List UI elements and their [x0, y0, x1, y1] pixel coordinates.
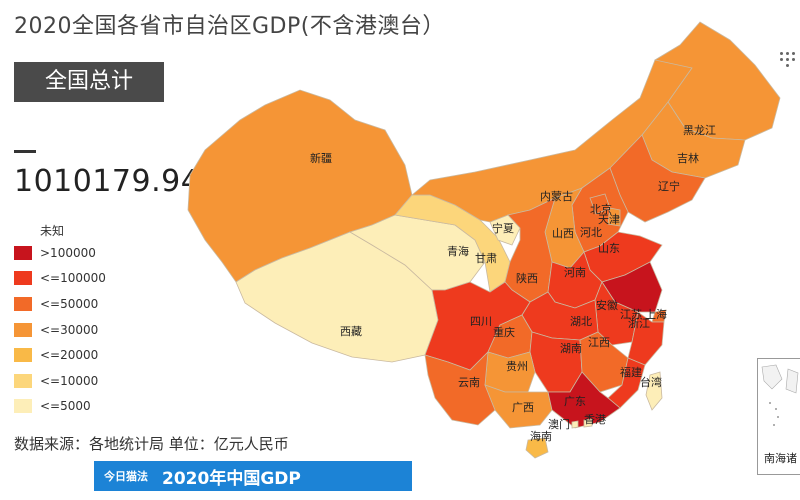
province-hongkong[interactable] — [583, 418, 593, 428]
label-ningxia: 宁夏 — [492, 221, 514, 235]
legend-label: <=30000 — [40, 322, 99, 337]
legend-swatch — [14, 373, 32, 388]
label-xizang: 西藏 — [340, 325, 362, 338]
label-hebei: 河北 — [580, 226, 602, 239]
label-shaanxi: 陕西 — [516, 271, 538, 285]
legend-title: 未知 — [40, 224, 65, 238]
legend-label: <=50000 — [40, 296, 99, 311]
label-guangdong: 广东 — [564, 395, 586, 408]
legend-item: >100000 — [14, 240, 106, 266]
label-guangxi: 广西 — [512, 401, 534, 414]
banner-text: 2020年中国GDP — [162, 468, 301, 489]
legend-label: <=10000 — [40, 373, 99, 388]
legend-swatch — [14, 245, 32, 260]
label-guizhou: 贵州 — [506, 360, 528, 373]
province-guangdong[interactable] — [547, 371, 621, 429]
data-source: 数据来源：各地统计局 单位：亿元人民币 — [14, 435, 289, 453]
label-shandong: 山东 — [598, 242, 620, 255]
label-taiwan: 台湾 — [640, 375, 662, 389]
label-anhui: 安徽 — [596, 298, 618, 312]
inset-map-icon — [761, 364, 799, 426]
total-label: 全国总计 — [14, 62, 164, 102]
province-taiwan[interactable] — [645, 371, 663, 411]
label-sichuan: 四川 — [470, 315, 492, 328]
label-henan: 河南 — [564, 266, 586, 279]
label-yunnan: 云南 — [458, 376, 480, 389]
label-liaoning: 辽宁 — [658, 179, 680, 193]
label-jiangsu: 江苏 — [620, 308, 642, 321]
legend-swatch — [14, 271, 32, 286]
label-macau: 澳门 — [548, 417, 570, 431]
province-hainan[interactable] — [525, 437, 549, 459]
legend-item: <=50000 — [14, 291, 106, 317]
south-china-sea-inset: 南海诸 — [757, 358, 800, 475]
decorative-dots — [778, 50, 800, 70]
label-beijing: 北京 — [590, 202, 612, 216]
label-jiangxi: 江西 — [588, 336, 610, 349]
label-hunan: 湖南 — [560, 342, 582, 355]
dash-marker — [14, 150, 36, 153]
legend-item: <=5000 — [14, 394, 106, 420]
page-title: 2020全国各省市自治区GDP(不含港澳台） — [14, 14, 445, 39]
legend-swatch — [14, 296, 32, 311]
legend-label: >100000 — [40, 245, 96, 260]
legend-swatch — [14, 348, 32, 363]
bottom-banner: 今日猫法 2020年中国GDP — [94, 461, 412, 491]
legend-label: <=5000 — [40, 399, 91, 414]
label-qinghai: 青海 — [447, 244, 469, 258]
legend-swatch — [14, 322, 32, 337]
province-shaanxi[interactable] — [504, 197, 556, 303]
label-hainan: 海南 — [530, 429, 552, 443]
label-jilin: 吉林 — [677, 151, 699, 165]
label-heilongjiang: 黑龙江 — [683, 124, 716, 137]
label-neimenggu: 内蒙古 — [540, 189, 573, 203]
inset-label: 南海诸 — [764, 452, 797, 465]
legend-item: <=10000 — [14, 368, 106, 394]
legend-item: <=100000 — [14, 266, 106, 292]
label-shanxi: 山西 — [552, 227, 574, 240]
label-fujian: 福建 — [620, 365, 642, 379]
label-hubei: 湖北 — [570, 315, 592, 328]
legend-item: <=20000 — [14, 342, 106, 368]
label-tianjin: 天津 — [598, 213, 620, 226]
legend-swatch — [14, 399, 32, 414]
label-zhejiang: 浙江 — [628, 317, 650, 330]
legend-label: <=20000 — [40, 348, 99, 363]
legend-label: <=100000 — [40, 271, 106, 286]
province-hunan[interactable] — [529, 331, 583, 393]
brand-logo: 今日猫法 — [104, 470, 148, 483]
total-value: 1010179.94 — [14, 164, 201, 199]
label-chongqing: 重庆 — [493, 325, 515, 339]
province-tianjin[interactable] — [607, 207, 621, 227]
label-hongkong: 香港 — [584, 413, 606, 426]
province-macau[interactable] — [571, 420, 579, 429]
label-xinjiang: 新疆 — [310, 151, 332, 165]
legend: 未知 >100000 <=100000 <=50000 <=30000 <=20… — [14, 222, 106, 419]
legend-item: <=30000 — [14, 317, 106, 343]
label-shanghai: 上海 — [645, 307, 667, 321]
label-gansu: 甘肃 — [475, 252, 497, 265]
